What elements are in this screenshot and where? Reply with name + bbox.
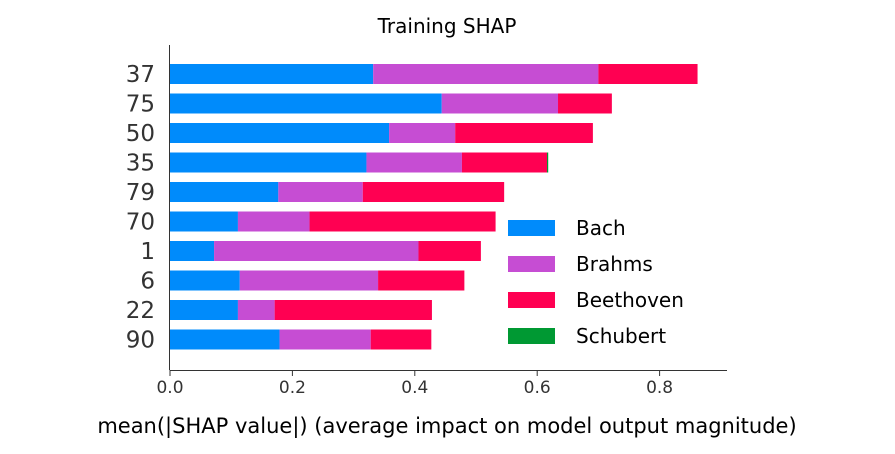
legend-swatch: [508, 292, 555, 308]
bar-90-beethoven: [370, 329, 432, 350]
legend-item-beethoven: Beethoven: [508, 288, 684, 312]
x-tick-label: 0.8: [646, 378, 673, 398]
bar-75-beethoven: [558, 93, 612, 114]
x-tick-label: 0.2: [279, 378, 306, 398]
bar-37-bach: [170, 64, 374, 84]
legend: Bach Brahms Beethoven Schubert: [508, 216, 684, 348]
bar-79-bach: [170, 182, 279, 202]
y-tick-labels: 37 75 50 35 79 70 1 6 22 90: [126, 62, 155, 354]
bar-37-brahms: [373, 64, 599, 84]
legend-swatch: [508, 328, 555, 344]
bar-70-brahms: [237, 211, 310, 232]
legend-label: Beethoven: [576, 288, 684, 312]
bars-group: [170, 64, 698, 350]
bar-22-beethoven: [274, 300, 432, 320]
bar-1-beethoven: [418, 241, 481, 261]
bar-6-beethoven: [378, 270, 465, 291]
chart-title: Training SHAP: [377, 14, 517, 38]
bar-22-bach: [170, 300, 238, 320]
y-tick-label: 6: [140, 269, 155, 295]
x-tick-label: 0.0: [156, 378, 183, 398]
bar-1-brahms: [214, 241, 419, 261]
bar-1-bach: [170, 241, 215, 261]
legend-item-brahms: Brahms: [508, 252, 653, 276]
legend-item-bach: Bach: [508, 216, 626, 240]
y-tick-label: 75: [126, 92, 155, 118]
bar-6-bach: [170, 270, 240, 291]
x-tick-label: 0.4: [401, 378, 428, 398]
bar-70-beethoven: [309, 211, 496, 232]
bar-35-brahms: [366, 152, 462, 173]
bar-35-bach: [170, 152, 367, 173]
y-tick-label: 79: [126, 180, 155, 206]
bar-35-beethoven: [461, 152, 547, 173]
legend-label: Schubert: [576, 324, 666, 348]
y-tick-label: 1: [140, 239, 155, 265]
y-tick-label: 35: [126, 151, 155, 177]
y-tick-label: 22: [126, 298, 155, 324]
bar-50-brahms: [389, 123, 456, 143]
bar-22-brahms: [237, 300, 275, 320]
bar-70-bach: [170, 211, 238, 232]
bar-37-beethoven: [598, 64, 698, 84]
bar-79-beethoven: [362, 182, 505, 202]
bar-35-schubert: [546, 152, 549, 173]
x-axis-label: mean(|SHAP value|) (average impact on mo…: [97, 414, 796, 439]
bar-90-brahms: [279, 329, 371, 350]
bar-79-brahms: [278, 182, 363, 202]
x-tick-labels: 0.0 0.2 0.4 0.6 0.8: [156, 370, 673, 398]
legend-swatch: [508, 220, 555, 236]
bar-50-beethoven: [455, 123, 593, 143]
legend-label: Brahms: [576, 252, 653, 276]
legend-label: Bach: [576, 216, 626, 240]
x-tick-label: 0.6: [524, 378, 551, 398]
y-tick-label: 70: [126, 210, 155, 236]
legend-item-schubert: Schubert: [508, 324, 666, 348]
y-tick-label: 50: [126, 121, 155, 147]
bar-75-bach: [170, 93, 442, 114]
legend-swatch: [508, 256, 555, 272]
y-tick-label: 37: [126, 62, 155, 88]
bar-75-brahms: [441, 93, 559, 114]
bar-50-bach: [170, 123, 390, 143]
bar-6-brahms: [239, 270, 379, 291]
bar-90-bach: [170, 329, 280, 350]
y-tick-label: 90: [126, 328, 155, 354]
